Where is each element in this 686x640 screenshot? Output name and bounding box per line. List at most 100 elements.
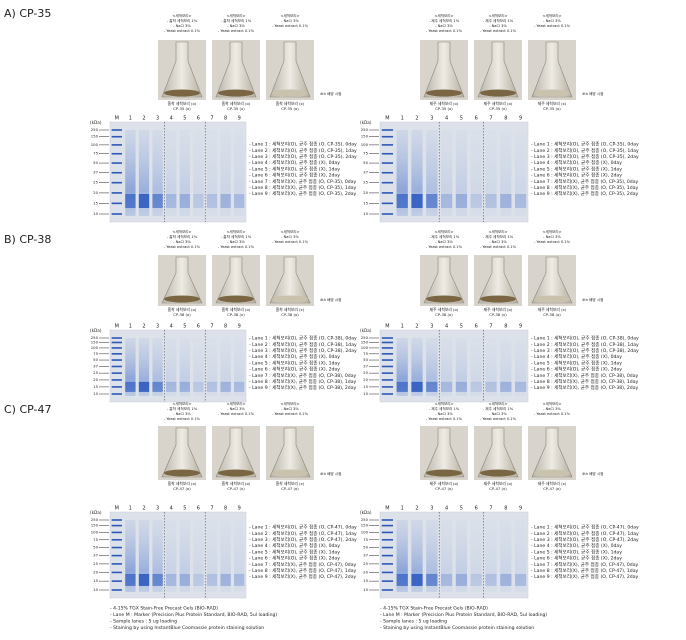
flask [215, 41, 257, 98]
marker-size: 37 [363, 363, 368, 368]
broth [164, 295, 200, 303]
marker-size: 10 [93, 211, 98, 216]
lane-label: 2 [142, 116, 145, 122]
lane-description: - Lane 8 : 세척보리(X), 균주 접종 (O, CP-35), 1d… [531, 184, 639, 191]
photo-note: 4th 배양 시점 [320, 471, 341, 476]
marker-size: 150 [91, 339, 99, 344]
flask-condition: <세척보리> [172, 13, 191, 18]
marker-size: 37 [93, 170, 98, 175]
gel-unit: (kDa) [360, 120, 372, 125]
lane-description: - Lane 6 : 세척보리(O), 균주 접종 (X), 2day [249, 366, 340, 373]
marker-band [381, 337, 394, 339]
lane-smear [179, 520, 190, 592]
flask-condition: - 제주 세척보리 1% [483, 406, 514, 411]
marker-size: 100 [91, 529, 99, 534]
lane-smear [166, 130, 177, 216]
lane-label: 5 [460, 506, 463, 512]
broth [218, 469, 254, 477]
marker-band [381, 372, 394, 374]
lane-description: - Lane 5 : 세척보리(O), 균주 접종 (X), 1day [249, 359, 340, 366]
marker-size: 20 [363, 569, 368, 574]
flask-condition: - NaCl 3% [281, 19, 299, 23]
lane-label: 5 [183, 324, 186, 330]
flask-condition: - Yeast extract 0.1% [426, 417, 463, 421]
lane-smear [485, 338, 497, 396]
marker-band [381, 571, 394, 574]
lane-label: 1 [129, 116, 132, 122]
flask-condition: - NaCl 3% [435, 240, 453, 244]
marker-band [111, 353, 122, 355]
flask-condition: <세척보리> [226, 229, 245, 234]
lane-smear [514, 338, 527, 396]
flask-condition: <세척보리> [488, 13, 507, 18]
lane-label: 9 [238, 506, 241, 512]
lane-description: - Lane 9 : 세척보리(X), 균주 접종 (O, CP-38), 2d… [531, 384, 639, 391]
marker-size: 250 [91, 335, 99, 340]
marker-size: 20 [363, 190, 368, 195]
lane-description: - Lane 7 : 세척보리(X), 균주 접종 (O, CP-38), 0d… [249, 372, 357, 379]
broth [426, 295, 462, 303]
marker-band [111, 571, 122, 574]
lane-description: - Lane 9 : 세척보리(X), 균주 접종 (O, CP-35), 2d… [531, 190, 639, 197]
marker-band [381, 365, 394, 368]
marker-size: 50 [363, 545, 368, 550]
marker-band [111, 347, 122, 349]
lane-label: 6 [475, 116, 478, 122]
gel-unit: (kDa) [360, 328, 372, 333]
lane-description: - Lane 9 : 세척보리(X), 균주 접종 (O, CP-38), 2d… [249, 384, 357, 391]
lane-description: - Lane 9 : 세척보리(X), 균주 접종 (O, CP-47), 2d… [531, 573, 639, 580]
marker-band [381, 347, 394, 349]
flask-caption: CP-47 (o) [435, 486, 453, 491]
marker-band [111, 152, 122, 155]
marker-size: 75 [93, 537, 98, 542]
marker-band [111, 386, 122, 388]
lane-smear [514, 520, 527, 592]
footnote: - 4-15% TGX Stain-Free Precast Gels (BIO… [380, 606, 488, 612]
marker-size: 25 [93, 180, 98, 185]
lane-smear [485, 130, 497, 216]
lane-smear [485, 520, 497, 592]
lane-band [206, 573, 218, 586]
flask-condition: <세척보리> [280, 401, 299, 406]
lane-label: 4 [170, 116, 173, 122]
marker-size: 37 [363, 170, 368, 175]
lane-label: 2 [142, 324, 145, 330]
marker-band [111, 181, 122, 184]
lane-label: 5 [183, 506, 186, 512]
lane-description: - Lane 2 : 세척보리(O), 균주 접종 (O, CP-38), 1d… [531, 341, 639, 348]
marker-band [381, 171, 394, 174]
lane-description: - Lane 2 : 세척보리(O), 균주 접종 (O, CP-47), 1d… [531, 530, 639, 537]
marker-band [381, 341, 394, 344]
marker-band [111, 546, 122, 549]
lane-description: - Lane 7 : 세척보리(X), 균주 접종 (O, CP-35), 0d… [249, 178, 357, 185]
marker-band [111, 129, 122, 131]
flask-condition: - NaCl 3% [435, 24, 453, 28]
flask [477, 427, 519, 478]
lane-label: M [385, 116, 389, 122]
lane-band [500, 573, 512, 586]
flask [269, 256, 311, 304]
flask-condition: - NaCl 3% [173, 240, 191, 244]
marker-size: 50 [363, 357, 368, 362]
marker-band [111, 519, 122, 521]
marker-size: 250 [91, 517, 99, 522]
lane-label: 4 [445, 324, 448, 330]
footnote: - 4-15% TGX Stain-Free Precast Gels (BIO… [110, 606, 218, 612]
lane-description: - Lane 3 : 세척보리(O), 균주 접종 (O, CP-38), 2d… [531, 347, 639, 354]
lane-band [152, 194, 163, 208]
flask-condition: - Yeast extract 0.1% [272, 240, 309, 244]
marker-size: 15 [93, 384, 98, 389]
lane-smear [426, 520, 438, 592]
flask-condition: - NaCl 3% [435, 412, 453, 416]
marker-size: 37 [93, 363, 98, 368]
flask-condition: - Yeast extract 0.1% [480, 245, 517, 249]
lane-description: - Lane 6 : 세척보리(O), 균주 접종 (X), 2day [531, 366, 622, 373]
broth [480, 89, 516, 97]
marker-size: 150 [91, 134, 99, 139]
flask-condition: - Yeast extract 0.1% [534, 24, 571, 28]
marker-band [381, 353, 394, 355]
lane-description: - Lane 7 : 세척보리(X), 균주 접종 (O, CP-38), 0d… [531, 372, 639, 379]
lane-smear [193, 520, 204, 592]
flask-caption: 흡착 세척보리 (x) [276, 307, 305, 312]
lane-band [470, 381, 482, 392]
